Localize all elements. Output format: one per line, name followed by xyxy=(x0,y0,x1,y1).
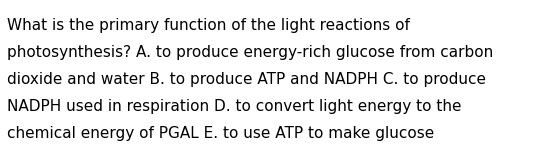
Text: chemical energy of PGAL E. to use ATP to make glucose: chemical energy of PGAL E. to use ATP to… xyxy=(7,126,435,141)
Text: What is the primary function of the light reactions of: What is the primary function of the ligh… xyxy=(7,18,410,33)
Text: NADPH used in respiration D. to convert light energy to the: NADPH used in respiration D. to convert … xyxy=(7,99,462,114)
Text: photosynthesis? A. to produce energy-rich glucose from carbon: photosynthesis? A. to produce energy-ric… xyxy=(7,45,493,60)
Text: dioxide and water B. to produce ATP and NADPH C. to produce: dioxide and water B. to produce ATP and … xyxy=(7,72,486,87)
